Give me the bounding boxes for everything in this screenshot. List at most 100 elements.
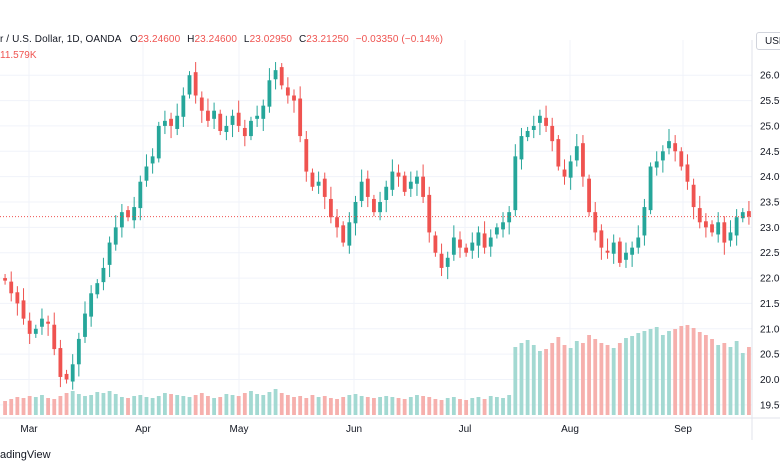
volume-bar xyxy=(15,397,20,415)
volume-bar xyxy=(218,397,223,415)
volume-bar xyxy=(501,398,505,415)
candle-body xyxy=(249,120,253,137)
candle-body xyxy=(279,67,284,86)
volume-bar xyxy=(193,395,198,415)
candle-body xyxy=(501,222,505,230)
volume-bar xyxy=(83,396,87,415)
currency-button[interactable]: USD xyxy=(756,32,780,50)
candle-body xyxy=(267,80,272,107)
y-tick-label: 26.00 xyxy=(760,71,780,82)
volume-bar xyxy=(402,399,407,415)
candlesticks xyxy=(3,62,751,390)
volume-bar xyxy=(249,391,253,415)
volume-bar xyxy=(292,397,296,415)
volume-bar xyxy=(427,397,432,415)
volume-bar xyxy=(255,394,260,415)
volume-bar xyxy=(187,397,192,415)
candle-body xyxy=(415,176,419,184)
x-tick-label: Jul xyxy=(459,424,472,435)
price-axis[interactable]: 26.00 25.50 25.00 24.50 24.00 23.50 23.00 22.50… xyxy=(751,40,780,440)
volume-bar xyxy=(113,394,118,415)
candle-body xyxy=(40,318,44,327)
candle-body xyxy=(562,169,567,177)
y-tick-label: 20.50 xyxy=(760,350,780,361)
volume-bar xyxy=(27,396,32,415)
chart-legend: r / U.S. Dollar, 1D, OANDA O23.24600 H23… xyxy=(0,34,443,45)
volume-bar xyxy=(648,329,653,415)
candle-body xyxy=(9,281,14,294)
volume-bar xyxy=(138,395,143,415)
candle-body xyxy=(285,87,290,96)
candle-body xyxy=(581,143,585,177)
volume-legend: 11.579K xyxy=(0,50,37,61)
open-value: 23.24600 xyxy=(137,34,181,45)
volume-bar xyxy=(451,397,456,415)
volume-bar xyxy=(322,396,327,415)
candle-body xyxy=(697,208,702,223)
candle-body xyxy=(494,227,499,235)
candle-body xyxy=(703,221,708,228)
volume-bar xyxy=(636,333,641,415)
y-tick-label: 23.50 xyxy=(760,198,780,209)
volume-bar xyxy=(673,329,678,415)
candle-body xyxy=(138,181,143,209)
high-value: 23.24600 xyxy=(194,34,237,45)
candle-body xyxy=(587,178,591,213)
volume-bar xyxy=(568,348,573,415)
candle-body xyxy=(255,115,260,119)
candle-body xyxy=(341,225,346,243)
candle-body xyxy=(64,373,69,380)
candle-body xyxy=(390,171,395,190)
volume-bar xyxy=(415,395,419,415)
candle-body xyxy=(224,125,229,133)
candle-body xyxy=(396,172,401,177)
volume-bar xyxy=(734,341,739,415)
volume-bar xyxy=(310,395,315,415)
volume-bar xyxy=(476,397,481,415)
volume-bar xyxy=(181,396,186,415)
y-tick-label: 21.00 xyxy=(760,324,780,335)
candle-body xyxy=(378,202,382,213)
volume-bar xyxy=(703,335,708,415)
candle-body xyxy=(716,222,721,235)
candle-body xyxy=(568,161,573,178)
x-tick-label: May xyxy=(230,424,249,435)
close-value: 23.21250 xyxy=(306,34,349,45)
candle-body xyxy=(298,98,303,137)
volume-bar xyxy=(119,397,124,415)
time-axis[interactable]: Mar Apr May Jun Jul Aug Sep xyxy=(0,417,780,435)
volume-bar xyxy=(353,394,358,415)
candle-body xyxy=(630,247,635,255)
volume-bar xyxy=(710,339,714,415)
y-tick-label: 25.00 xyxy=(760,121,780,132)
candle-body xyxy=(470,242,475,251)
volume-bar xyxy=(365,397,370,415)
low-label: L xyxy=(243,34,250,45)
open-label: O xyxy=(129,34,138,45)
candle-body xyxy=(421,176,426,197)
volume-bar xyxy=(408,397,413,415)
volume-bar xyxy=(593,339,598,415)
candle-body xyxy=(101,267,106,283)
volume-bar xyxy=(574,341,579,415)
candle-body xyxy=(476,232,481,246)
tradingview-brand[interactable]: adingView xyxy=(0,449,51,461)
candle-body xyxy=(304,139,309,172)
volume-bar xyxy=(267,392,272,415)
candle-body xyxy=(83,313,87,337)
candle-body xyxy=(322,178,327,197)
volume-bar xyxy=(654,327,659,415)
candle-body xyxy=(556,139,561,167)
volume-bar xyxy=(396,398,401,415)
candle-body xyxy=(107,242,112,265)
y-tick-label: 22.50 xyxy=(760,248,780,259)
volume-bar xyxy=(384,396,389,415)
candle-body xyxy=(70,364,75,382)
volume-bar xyxy=(660,335,665,415)
candle-body xyxy=(144,166,149,181)
volume-bar xyxy=(144,397,149,415)
volume-bar xyxy=(624,338,628,415)
volume-bar xyxy=(40,395,44,415)
volume-bar xyxy=(685,325,690,415)
